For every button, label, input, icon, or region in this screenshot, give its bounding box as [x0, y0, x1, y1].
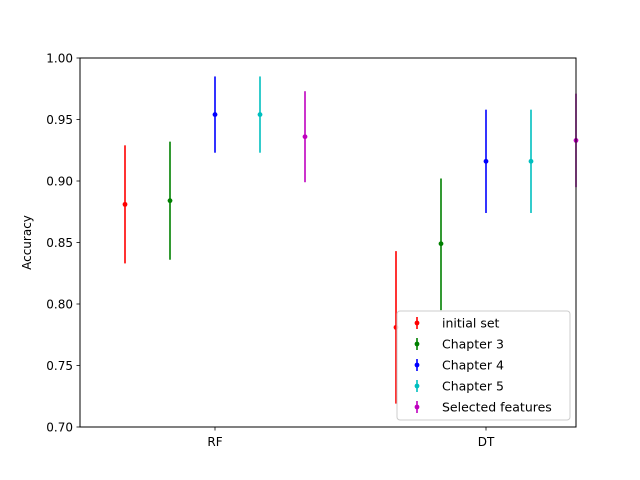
point-chapter-3-dt — [438, 241, 444, 247]
legend-marker-point — [414, 404, 420, 410]
legend-marker-point — [414, 362, 420, 368]
legend-label: Chapter 3 — [442, 337, 504, 352]
y-tick-label: 0.85 — [46, 236, 73, 250]
point-initial-set-rf — [122, 201, 128, 207]
legend-marker-point — [414, 320, 420, 326]
series-chapter-5 — [257, 76, 534, 213]
y-tick-label: 0.75 — [46, 359, 73, 373]
y-axis-label: Accuracy — [20, 215, 34, 270]
series-chapter-4 — [212, 76, 489, 213]
y-tick-label: 0.90 — [46, 174, 73, 188]
series-layer — [122, 76, 579, 404]
legend: initial set Chapter 3 Chapter 4 Chapter 5 Se… — [396, 310, 571, 421]
legend-marker-point — [414, 383, 420, 389]
legend-item-chapter-4: Chapter 4 — [414, 358, 504, 373]
point-selected-features-rf — [302, 134, 308, 140]
series-initial-set — [122, 145, 399, 404]
legend-label: Chapter 4 — [442, 358, 504, 373]
legend-box — [396, 310, 571, 421]
x-tick-label: DT — [478, 435, 495, 449]
point-chapter-4-dt — [483, 158, 489, 164]
point-chapter-5-dt — [528, 158, 534, 164]
point-chapter-4-rf — [212, 112, 218, 117]
legend-marker-point — [414, 341, 420, 347]
legend-label: Chapter 5 — [442, 379, 504, 394]
point-chapter-3-rf — [167, 198, 173, 204]
legend-label: Selected features — [442, 400, 552, 415]
y-tick-label: 0.70 — [46, 420, 73, 434]
x-axis: RF DT — [207, 427, 495, 449]
legend-label: initial set — [442, 316, 500, 331]
y-tick-label: 0.95 — [46, 113, 73, 127]
y-tick-label: 0.80 — [46, 297, 73, 311]
legend-item-chapter-5: Chapter 5 — [414, 379, 504, 394]
legend-item-selected-features: Selected features — [414, 400, 552, 415]
series-chapter-3 — [167, 141, 444, 311]
x-tick-label: RF — [207, 435, 222, 449]
point-chapter-5-rf — [257, 112, 263, 117]
y-tick-label: 1.00 — [46, 51, 73, 65]
legend-item-chapter-3: Chapter 3 — [414, 337, 504, 352]
y-axis: 0.70 0.75 0.80 0.85 0.90 0.95 1.00 — [46, 51, 80, 434]
legend-item-initial-set: initial set — [414, 316, 500, 331]
